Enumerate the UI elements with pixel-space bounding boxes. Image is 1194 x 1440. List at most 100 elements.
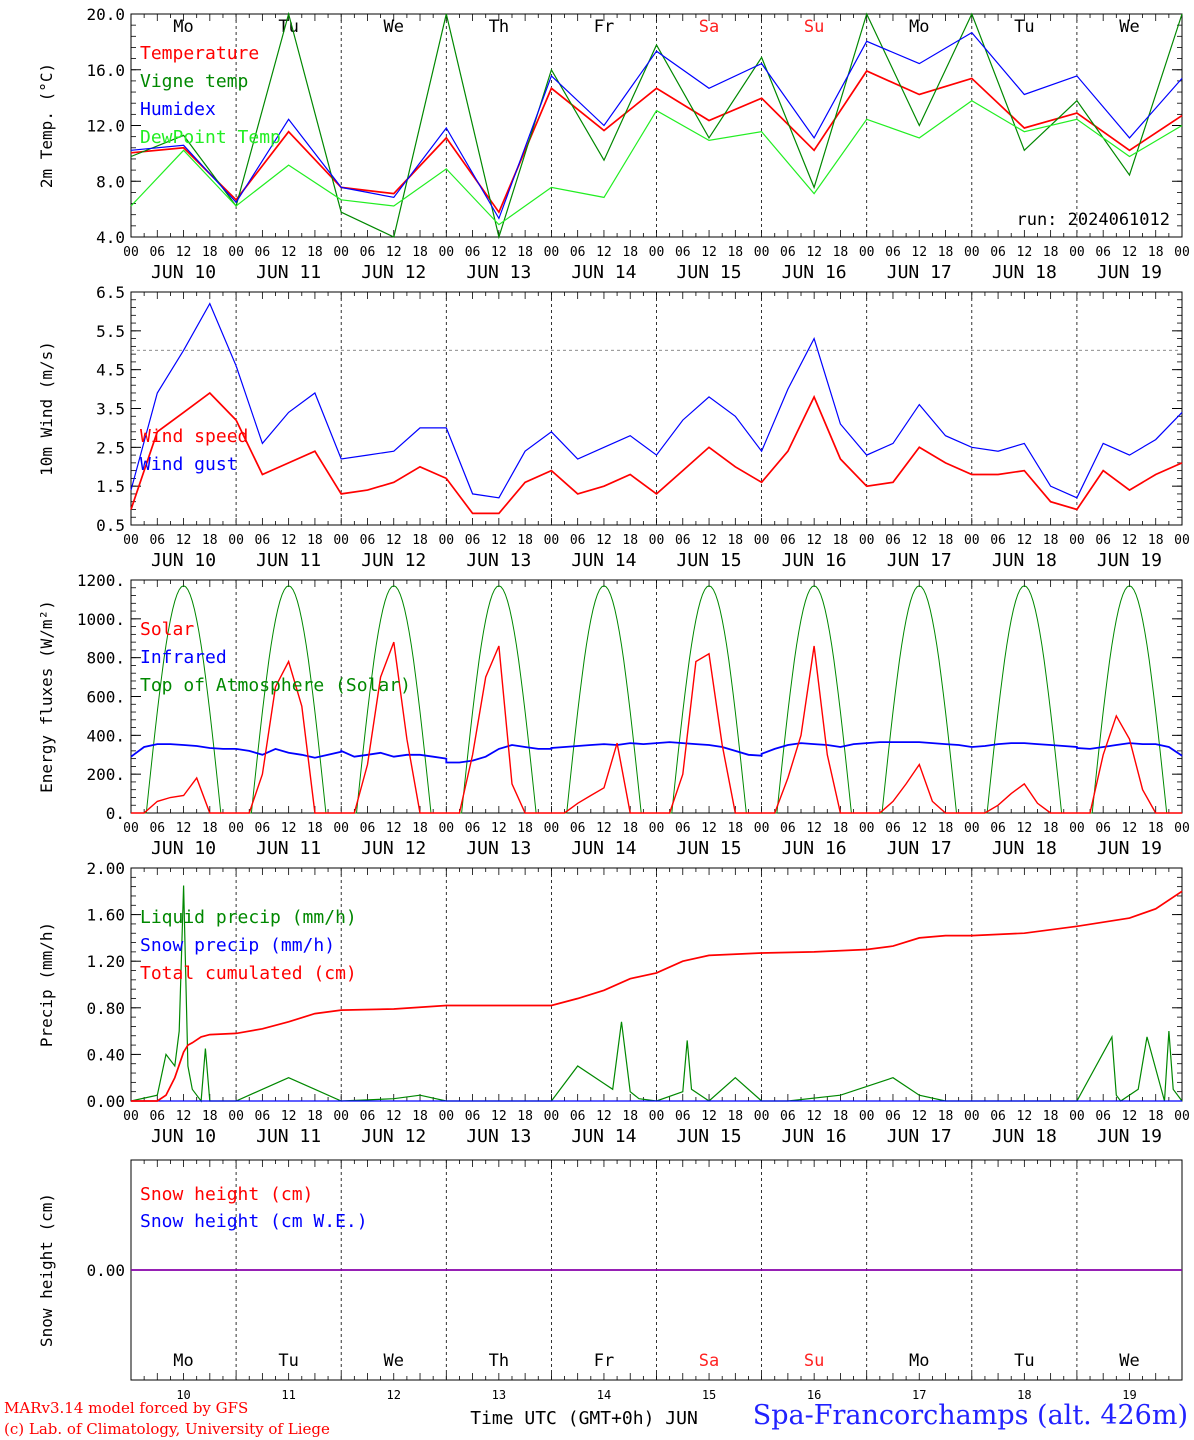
bottom-day-number: 14 (597, 1388, 611, 1402)
hour-tick-label: 00 (964, 533, 980, 548)
weekday-label: Fr (594, 17, 614, 37)
hour-tick-label: 12 (491, 821, 507, 836)
day-label: JUN 13 (466, 1126, 531, 1147)
hour-tick-label: 12 (281, 1109, 297, 1124)
solar-line (131, 641, 1182, 814)
hour-tick-label: 12 (176, 245, 192, 260)
weekday-label: Sa (699, 1351, 719, 1371)
hour-tick-label: 00 (1069, 533, 1085, 548)
hour-tick-label: 12 (911, 533, 927, 548)
hour-tick-label: 06 (465, 1109, 481, 1124)
bottom-day-number: 13 (492, 1388, 506, 1402)
legend-label: Snow precip (mm/h) (140, 935, 335, 956)
hour-tick-label: 06 (149, 245, 165, 260)
hour-tick-label: 12 (806, 245, 822, 260)
legend-label: DewPoint Temp (140, 127, 281, 148)
hour-tick-label: 00 (438, 1109, 454, 1124)
hour-tick-label: 12 (1122, 821, 1138, 836)
hour-tick-label: 18 (307, 245, 323, 260)
hour-tick-label: 12 (596, 821, 612, 836)
day-label: JUN 12 (361, 838, 426, 859)
infrared-line (130, 741, 1183, 764)
y-tick-label: 8.0 (96, 172, 125, 191)
y-tick-label: 600. (86, 688, 125, 707)
weekday-label: Mo (173, 1351, 193, 1371)
day-label: JUN 18 (992, 838, 1057, 859)
hour-tick-label: 18 (727, 533, 743, 548)
hour-tick-label: 18 (938, 245, 954, 260)
hour-tick-label: 06 (675, 821, 691, 836)
weekday-label: We (384, 1351, 404, 1371)
day-label: JUN 10 (151, 262, 216, 283)
hour-tick-label: 00 (754, 1109, 770, 1124)
hour-tick-label: 12 (176, 533, 192, 548)
hour-tick-label: 18 (307, 1109, 323, 1124)
legend-label: Humidex (140, 99, 216, 120)
legend-label: Total cumulated (cm) (140, 963, 357, 984)
hour-tick-label: 06 (990, 1109, 1006, 1124)
panel-frame (130, 13, 1183, 238)
total-cumulated-cm-line (131, 890, 1183, 1102)
hour-tick-label: 06 (255, 1109, 271, 1124)
temperatureline (130, 69, 1183, 214)
legend-label: Wind gust (140, 454, 238, 475)
hour-tick-label: 06 (149, 1109, 165, 1124)
hour-tick-label: 06 (1095, 245, 1111, 260)
hour-tick-label: 00 (859, 821, 875, 836)
hour-tick-label: 18 (517, 1109, 533, 1124)
hour-tick-label: 18 (412, 821, 428, 836)
weekday-label: We (1119, 1351, 1139, 1371)
hour-tick-label: 06 (885, 245, 901, 260)
day-label: JUN 16 (782, 1126, 847, 1147)
hour-tick-label: 00 (544, 821, 560, 836)
day-label: JUN 15 (677, 550, 742, 571)
hour-tick-label: 00 (964, 821, 980, 836)
y-tick-label: 0. (106, 804, 125, 823)
hour-tick-label: 00 (438, 533, 454, 548)
hour-tick-label: 06 (255, 821, 271, 836)
day-label: JUN 12 (361, 262, 426, 283)
y-tick-label: 1.5 (96, 477, 125, 496)
hour-tick-label: 00 (859, 245, 875, 260)
hour-tick-label: 00 (649, 245, 665, 260)
hour-tick-label: 06 (465, 533, 481, 548)
hour-tick-label: 18 (1148, 245, 1164, 260)
hour-tick-label: 18 (1148, 533, 1164, 548)
hour-tick-label: 12 (701, 821, 717, 836)
day-label: JUN 19 (1097, 1126, 1162, 1147)
day-label: JUN 19 (1097, 262, 1162, 283)
hour-tick-label: 12 (596, 533, 612, 548)
hour-tick-label: 00 (1174, 245, 1190, 260)
hour-tick-label: 06 (1095, 533, 1111, 548)
day-label: JUN 17 (887, 838, 952, 859)
y-axis-label: Precip (mm/h) (37, 922, 56, 1047)
hour-tick-label: 12 (281, 533, 297, 548)
y-tick-label: 4.5 (96, 361, 125, 380)
y-tick-label: 800. (86, 649, 125, 668)
bottom-day-number: 16 (807, 1388, 821, 1402)
y-tick-label: 12.0 (86, 117, 125, 136)
hour-tick-label: 06 (465, 821, 481, 836)
hour-tick-label: 12 (176, 821, 192, 836)
hour-tick-label: 00 (228, 245, 244, 260)
hour-tick-label: 12 (596, 1109, 612, 1124)
hour-tick-label: 06 (360, 821, 376, 836)
day-label: JUN 13 (466, 262, 531, 283)
day-label: JUN 14 (571, 1126, 636, 1147)
day-label: JUN 18 (992, 1126, 1057, 1147)
run-annotation: run: 2024061012 (1016, 210, 1170, 230)
y-tick-label: 1.60 (86, 906, 125, 925)
hour-tick-label: 00 (333, 533, 349, 548)
weekday-label: Mo (909, 17, 929, 37)
hour-tick-label: 06 (885, 821, 901, 836)
y-tick-label: 1200. (77, 571, 125, 590)
day-label: JUN 13 (466, 838, 531, 859)
hour-tick-label: 06 (780, 245, 796, 260)
hour-tick-label: 06 (885, 533, 901, 548)
hour-tick-label: 00 (649, 533, 665, 548)
day-label: JUN 11 (256, 550, 321, 571)
weekday-label: Mo (173, 17, 193, 37)
hour-tick-label: 00 (228, 1109, 244, 1124)
hour-tick-label: 00 (1069, 821, 1085, 836)
hour-tick-label: 12 (176, 1109, 192, 1124)
